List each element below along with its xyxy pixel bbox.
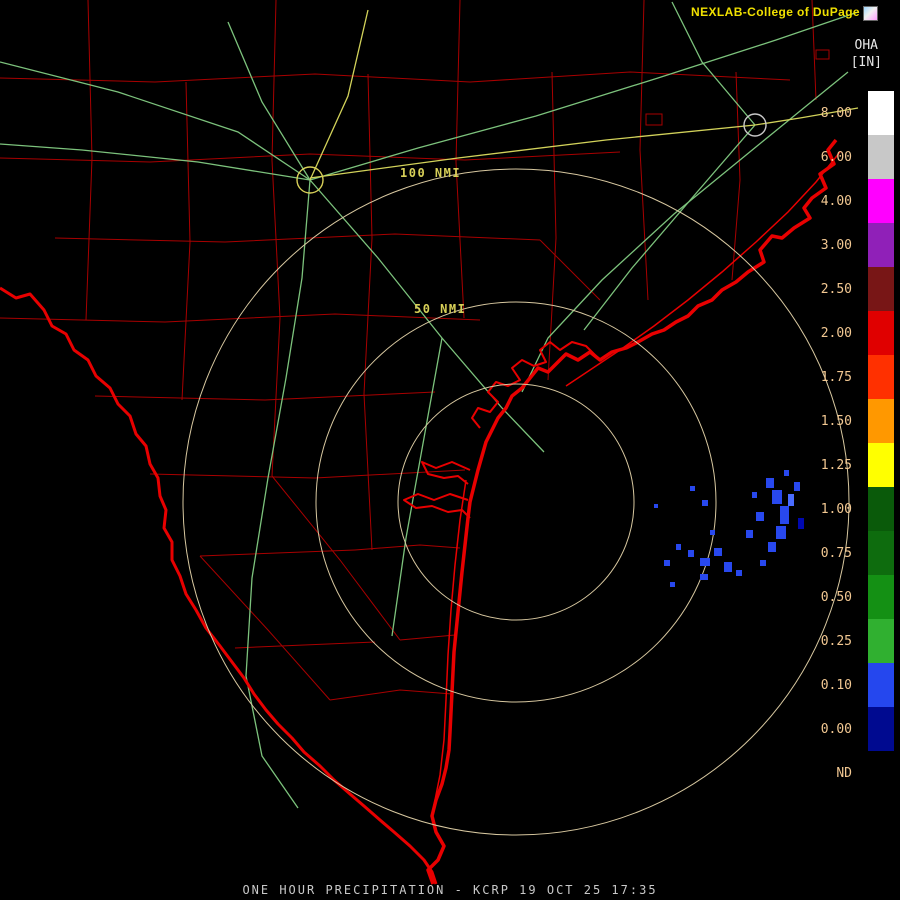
scale-segment xyxy=(868,223,894,267)
scale-label: 6.00 xyxy=(820,150,852,165)
scale-label: 3.00 xyxy=(820,238,852,253)
scale-label: 1.75 xyxy=(820,370,852,385)
scale-segment xyxy=(868,751,894,795)
scale-segment xyxy=(868,487,894,531)
scale-label: 0.00 xyxy=(820,722,852,737)
scale-title: OHA xyxy=(854,38,878,53)
scale-segment xyxy=(868,267,894,311)
scale-label: 2.50 xyxy=(820,282,852,297)
scale-segment xyxy=(868,531,894,575)
product-caption: ONE HOUR PRECIPITATION - KCRP 19 OCT 25 … xyxy=(242,883,658,897)
brand-text: NEXLAB-College of DuPage xyxy=(691,5,860,19)
scale-label: ND xyxy=(836,766,852,781)
roads xyxy=(0,1,859,809)
scale-segment xyxy=(868,355,894,399)
precipitation-echoes xyxy=(654,470,804,587)
scale-label: 0.25 xyxy=(820,634,852,649)
scale-segment xyxy=(868,311,894,355)
scale-segment xyxy=(868,663,894,707)
scale-segment xyxy=(868,619,894,663)
scale-segment xyxy=(868,575,894,619)
scale-segment xyxy=(868,135,894,179)
coastline xyxy=(426,138,838,885)
scale-segment xyxy=(868,443,894,487)
scale-label: 8.00 xyxy=(820,106,852,121)
city-ring-northwest xyxy=(296,166,324,194)
scale-label: 0.50 xyxy=(820,590,852,605)
scale-label: 0.75 xyxy=(820,546,852,561)
bay-inlets xyxy=(403,341,599,519)
scale-label: 0.10 xyxy=(820,678,852,693)
nexlab-logo-icon xyxy=(863,6,878,21)
scale-label: 4.00 xyxy=(820,194,852,209)
barrier-islands xyxy=(433,151,841,806)
highways xyxy=(309,9,859,181)
scale-label: 1.50 xyxy=(820,414,852,429)
color-scale-labels: 8.00 6.00 4.00 3.00 2.50 2.00 1.75 1.50 1.25 1.00… xyxy=(792,91,862,811)
scale-segment xyxy=(868,399,894,443)
scale-label: 2.00 xyxy=(820,326,852,341)
scale-segment xyxy=(868,707,894,751)
range-ring-label-100: 100 NMI xyxy=(400,166,461,180)
rio-grande-border xyxy=(0,286,438,885)
scale-label: 1.25 xyxy=(820,458,852,473)
scale-segment xyxy=(868,179,894,223)
range-rings xyxy=(182,168,850,836)
county-boundaries xyxy=(0,0,830,701)
range-ring-label-50: 50 NMI xyxy=(414,302,466,316)
scale-label: 1.00 xyxy=(820,502,852,517)
city-ring-northeast xyxy=(743,113,767,137)
color-scale-bar xyxy=(868,91,894,795)
scale-segment xyxy=(868,91,894,135)
scale-units: [IN] xyxy=(850,55,882,70)
